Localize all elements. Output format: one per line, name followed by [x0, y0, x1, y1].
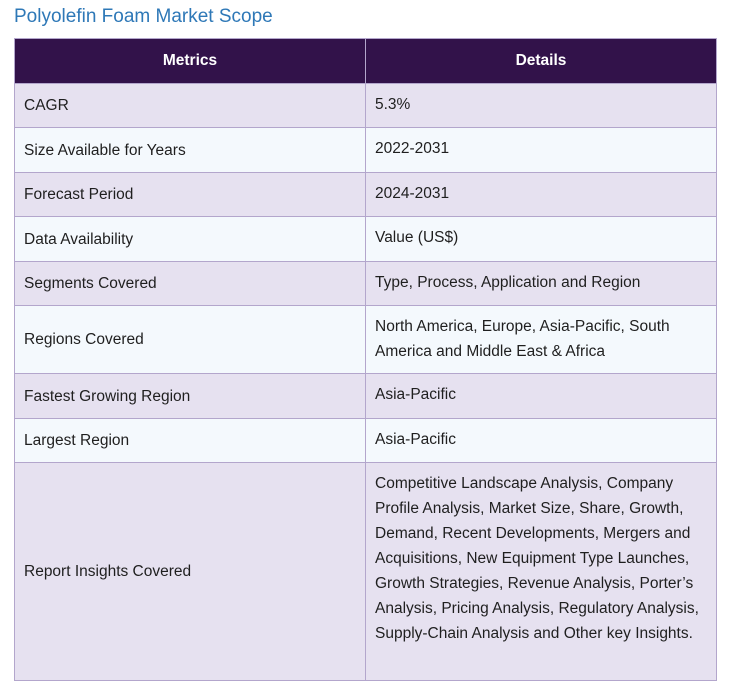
detail-cell: Competitive Landscape Analysis, Company … — [365, 462, 717, 681]
page-title: Polyolefin Foam Market Scope — [14, 6, 273, 27]
table-row: Fastest Growing Region Asia-Pacific — [14, 373, 717, 419]
table-row: CAGR 5.3% — [14, 83, 717, 128]
detail-cell: Asia-Pacific — [365, 373, 717, 419]
detail-cell: Value (US$) — [365, 216, 717, 262]
table-row: Report Insights Covered Competitive Land… — [14, 462, 717, 681]
table-header-row: Metrics Details — [14, 38, 717, 84]
table-row: Data Availability Value (US$) — [14, 216, 717, 262]
table-row: Regions Covered North America, Europe, A… — [14, 305, 717, 374]
metric-cell: Largest Region — [14, 418, 366, 463]
header-details: Details — [365, 38, 717, 84]
header-metrics: Metrics — [14, 38, 366, 84]
table-row: Forecast Period 2024-2031 — [14, 172, 717, 217]
metric-cell: Data Availability — [14, 216, 366, 262]
detail-cell: North America, Europe, Asia-Pacific, Sou… — [365, 305, 717, 374]
table-row: Size Available for Years 2022-2031 — [14, 127, 717, 173]
metric-cell: Regions Covered — [14, 305, 366, 374]
metric-cell: CAGR — [14, 83, 366, 128]
detail-cell: Type, Process, Application and Region — [365, 261, 717, 306]
market-scope-table: Metrics Details CAGR 5.3% Size Available… — [14, 38, 717, 681]
metric-cell: Forecast Period — [14, 172, 366, 217]
table-row: Segments Covered Type, Process, Applicat… — [14, 261, 717, 306]
table-row: Largest Region Asia-Pacific — [14, 418, 717, 463]
metric-cell: Segments Covered — [14, 261, 366, 306]
metric-cell: Size Available for Years — [14, 127, 366, 173]
metric-cell: Fastest Growing Region — [14, 373, 366, 419]
detail-cell: 2024-2031 — [365, 172, 717, 217]
detail-cell: Asia-Pacific — [365, 418, 717, 463]
detail-cell: 2022-2031 — [365, 127, 717, 173]
metric-cell: Report Insights Covered — [14, 462, 366, 681]
detail-cell: 5.3% — [365, 83, 717, 128]
